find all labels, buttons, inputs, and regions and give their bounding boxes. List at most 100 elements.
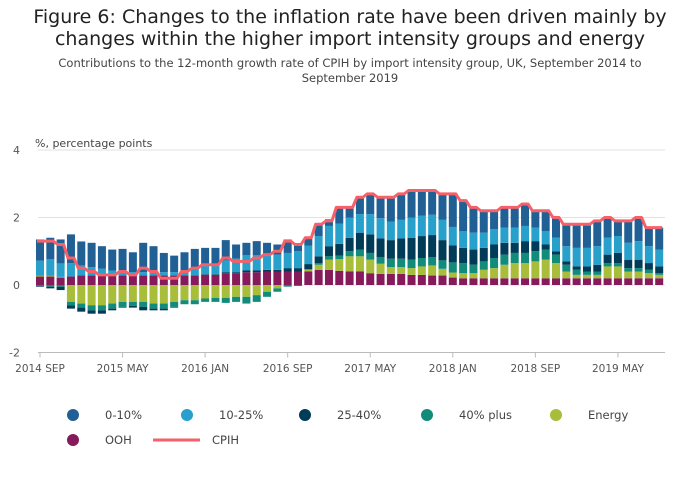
bar-segment-energy — [655, 274, 664, 279]
bar-segment-25-40- — [603, 254, 612, 264]
bar-segment-0-10- — [118, 248, 127, 273]
bar-segment-40-plus — [634, 268, 643, 272]
bar-segment-40-plus — [500, 254, 509, 265]
bar-segment-energy — [521, 263, 530, 279]
bar-segment-40-plus — [655, 273, 664, 275]
bar-segment-energy — [211, 285, 220, 298]
bar-segment-25-40- — [541, 244, 550, 250]
bar-segment-ooh — [562, 278, 571, 285]
bar-segment-ooh — [510, 278, 519, 285]
bar-segment-10-25- — [593, 246, 602, 265]
bar-segment-0-10- — [438, 193, 447, 220]
bar-segment-ooh — [438, 275, 447, 285]
x-tick-label: 2015 MAY — [97, 363, 149, 375]
bar-segment-0-10- — [541, 210, 550, 231]
legend-label: 25-40% — [337, 408, 381, 422]
bar-segment-40-plus — [324, 256, 333, 260]
bar-segment-ooh — [273, 271, 282, 285]
x-tick-label: 2017 MAY — [344, 363, 396, 375]
x-tick-label: 2016 SEP — [263, 363, 313, 375]
bar-segment-energy — [314, 264, 323, 270]
bar-segment-0-10- — [407, 190, 416, 218]
bar-segment-40-plus — [510, 252, 519, 264]
bar-segment-energy — [66, 285, 75, 302]
bar-segment-10-25- — [531, 227, 540, 242]
bar-segment-ooh — [479, 278, 488, 285]
bar-segment-energy — [562, 271, 571, 279]
bar-segment-energy — [531, 261, 540, 279]
bar-segment-40-plus — [87, 305, 96, 311]
bar-segment-25-40- — [490, 244, 499, 258]
bar-segment-ooh — [97, 275, 106, 285]
bar-segment-0-10- — [562, 224, 571, 247]
bar-segment-10-25- — [438, 219, 447, 241]
bar-segment-40-plus — [242, 296, 251, 304]
bar-segment-ooh — [108, 275, 117, 285]
bar-segment-10-25- — [211, 264, 220, 275]
bar-segment-0-10- — [510, 207, 519, 228]
bar-segment-25-40- — [355, 232, 364, 250]
bar-segment-ooh — [201, 274, 210, 285]
bar-segment-10-25- — [159, 272, 168, 276]
bar-segment-ooh — [211, 274, 220, 285]
bar-segment-10-25- — [324, 225, 333, 247]
bar-segment-energy — [500, 264, 509, 279]
bar-segment-10-25- — [252, 255, 261, 271]
bar-segment-0-10- — [417, 190, 426, 216]
bar-segment-10-25- — [304, 245, 313, 265]
bar-segment-ooh — [634, 278, 643, 285]
chart-subtitle: Contributions to the 12-month growth rat… — [58, 56, 642, 85]
bar-segment-0-10- — [531, 210, 540, 228]
bar-segment-0-10- — [593, 220, 602, 247]
bar-segment-ooh — [572, 278, 581, 285]
bar-segment-ooh — [314, 269, 323, 285]
bar-segment-ooh — [66, 276, 75, 285]
bar-segment-0-10- — [283, 239, 292, 253]
bar-segment-energy — [201, 285, 210, 299]
bar-segment-ooh — [221, 273, 230, 285]
bar-segment-ooh — [593, 278, 602, 285]
bar-segment-25-40- — [66, 305, 75, 309]
bar-segment-ooh — [283, 271, 292, 285]
bar-segment-40-plus — [66, 301, 75, 306]
bar-segment-0-10- — [500, 207, 509, 228]
bar-segment-40-plus — [118, 301, 127, 307]
bar-segment-ooh — [159, 275, 168, 285]
bar-segment-40-plus — [263, 291, 272, 297]
bar-segment-energy — [479, 269, 488, 279]
bar-segment-25-40- — [139, 306, 148, 311]
bar-segment-40-plus — [304, 269, 313, 270]
bar-segment-25-40- — [644, 263, 653, 270]
bar-segment-40-plus — [469, 264, 478, 274]
bar-segment-25-40- — [552, 251, 560, 255]
bar-segment-10-25- — [283, 252, 292, 269]
bar-segment-25-40- — [149, 308, 158, 311]
bar-segment-0-10- — [613, 220, 622, 237]
bar-segment-10-25- — [242, 255, 251, 271]
bar-segment-energy — [572, 274, 581, 279]
bar-segment-0-10- — [366, 193, 375, 215]
bar-segment-energy — [335, 259, 344, 271]
x-tick-label: 2016 JAN — [181, 363, 229, 375]
bar-segment-energy — [510, 263, 519, 279]
bar-segment-0-10- — [335, 207, 344, 224]
bar-segment-ooh — [242, 272, 251, 285]
bar-segment-ooh — [355, 271, 364, 285]
bar-segment-10-25- — [490, 229, 499, 245]
bar-segment-25-40- — [201, 274, 210, 275]
bar-segment-25-40- — [294, 268, 302, 272]
bar-segment-ooh — [36, 276, 44, 285]
cpih-line — [37, 189, 663, 280]
bar-segment-25-40- — [407, 237, 416, 260]
bar-segment-25-40- — [273, 269, 282, 272]
bar-segment-0-10- — [644, 227, 653, 247]
bar-segment-ooh — [490, 278, 499, 285]
bar-segment-40-plus — [294, 285, 302, 287]
bar-segment-energy — [355, 256, 364, 272]
bar-segment-40-plus — [170, 301, 179, 307]
bar-segment-0-10- — [386, 197, 395, 222]
bar-segment-10-25- — [634, 241, 643, 260]
bar-segment-energy — [634, 271, 643, 279]
bar-segment-energy — [180, 285, 189, 301]
bar-segment-ooh — [366, 273, 375, 285]
